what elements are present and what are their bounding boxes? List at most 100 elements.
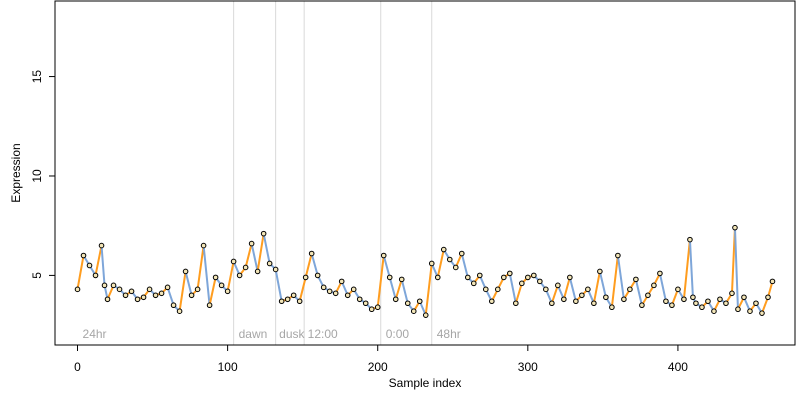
data-point bbox=[104, 296, 111, 303]
data-point bbox=[494, 286, 501, 293]
data-point bbox=[591, 300, 597, 307]
data-point bbox=[555, 282, 561, 289]
data-point bbox=[470, 280, 477, 287]
data-point bbox=[428, 260, 435, 267]
x-axis-tick-label: 100 bbox=[218, 360, 238, 374]
section-label: 0:00 bbox=[386, 327, 410, 341]
data-point bbox=[765, 294, 771, 301]
data-point bbox=[218, 282, 225, 289]
data-point bbox=[476, 272, 483, 279]
blue-series-segment bbox=[598, 270, 607, 299]
data-point bbox=[212, 274, 219, 281]
data-point bbox=[122, 292, 129, 299]
data-point bbox=[134, 296, 141, 303]
data-point bbox=[452, 264, 459, 271]
orange-series-segment bbox=[298, 276, 307, 303]
data-point bbox=[392, 296, 399, 303]
data-point bbox=[86, 262, 93, 269]
blue-series-segment bbox=[508, 272, 517, 305]
data-point bbox=[74, 286, 81, 293]
data-point bbox=[519, 280, 525, 287]
data-point bbox=[488, 298, 495, 305]
orange-series-segment bbox=[208, 276, 217, 307]
orange-series-segment bbox=[226, 260, 235, 293]
orange-series-segment bbox=[178, 270, 187, 313]
data-point bbox=[92, 272, 99, 279]
data-point bbox=[182, 268, 189, 275]
data-point bbox=[362, 300, 369, 307]
y-axis: 5 10 15 bbox=[30, 70, 55, 279]
data-point bbox=[537, 278, 543, 285]
orange-series-segment bbox=[376, 254, 385, 309]
data-point bbox=[705, 298, 711, 305]
x-axis-tick-label: 300 bbox=[518, 360, 538, 374]
data-point bbox=[753, 300, 759, 307]
data-point bbox=[573, 298, 579, 305]
data-point bbox=[410, 308, 417, 314]
data-point bbox=[690, 294, 696, 301]
data-point bbox=[404, 300, 411, 307]
blue-series-segment bbox=[262, 232, 271, 265]
data-point bbox=[434, 274, 441, 281]
data-point bbox=[194, 286, 201, 293]
orange-series-segment bbox=[76, 254, 85, 291]
blue-series-segment bbox=[688, 238, 694, 299]
data-point bbox=[657, 270, 663, 277]
data-point bbox=[278, 298, 285, 305]
blue-series-segment bbox=[274, 268, 283, 303]
data-point bbox=[711, 308, 717, 314]
data-point bbox=[633, 276, 639, 283]
blue-series-segment bbox=[634, 278, 643, 307]
y-axis-title: Expression bbox=[9, 143, 23, 202]
orange-series-segment bbox=[592, 270, 601, 305]
y-axis-tick-label: 15 bbox=[30, 70, 44, 84]
data-point bbox=[464, 274, 471, 281]
x-axis-tick-label: 0 bbox=[74, 360, 81, 374]
data-point bbox=[663, 298, 669, 305]
data-point bbox=[116, 286, 123, 293]
data-point bbox=[699, 304, 705, 311]
x-axis: 0 100 200 300 400 bbox=[74, 345, 688, 374]
data-point bbox=[320, 284, 327, 291]
data-point bbox=[549, 300, 555, 307]
data-point bbox=[769, 278, 776, 285]
data-point bbox=[621, 296, 627, 303]
data-point bbox=[747, 308, 753, 314]
orange-series-segment bbox=[244, 242, 253, 269]
data-point bbox=[242, 264, 249, 271]
data-point bbox=[458, 250, 465, 257]
section-label: dusk bbox=[279, 327, 305, 341]
y-axis-tick-label: 10 bbox=[30, 169, 44, 183]
data-point bbox=[446, 256, 453, 263]
data-point bbox=[603, 294, 609, 301]
data-point bbox=[176, 308, 183, 314]
section-label: 48hr bbox=[437, 327, 461, 341]
data-point bbox=[531, 272, 537, 279]
orange-series-segment bbox=[514, 282, 523, 305]
data-point bbox=[585, 286, 591, 293]
data-point bbox=[416, 298, 423, 305]
blue-series-segment bbox=[658, 272, 667, 303]
data-point bbox=[513, 300, 519, 307]
orange-series-segment bbox=[562, 276, 571, 301]
data-point bbox=[332, 290, 339, 297]
data-point bbox=[236, 272, 243, 279]
data-point bbox=[128, 288, 135, 295]
data-point bbox=[507, 270, 513, 277]
data-point bbox=[675, 286, 681, 293]
data-point bbox=[627, 286, 633, 293]
data-point bbox=[422, 312, 429, 318]
x-axis-tick-label: 400 bbox=[668, 360, 688, 374]
data-point bbox=[579, 292, 585, 299]
data-point bbox=[308, 250, 315, 257]
data-point bbox=[525, 274, 531, 281]
orange-series-segment bbox=[682, 238, 691, 301]
axis-layer bbox=[54, 0, 796, 346]
data-point bbox=[386, 274, 393, 281]
data-point bbox=[440, 246, 447, 253]
data-point bbox=[759, 310, 765, 316]
orange-series-segment bbox=[94, 244, 103, 277]
data-point bbox=[651, 282, 657, 289]
data-point bbox=[224, 288, 231, 295]
